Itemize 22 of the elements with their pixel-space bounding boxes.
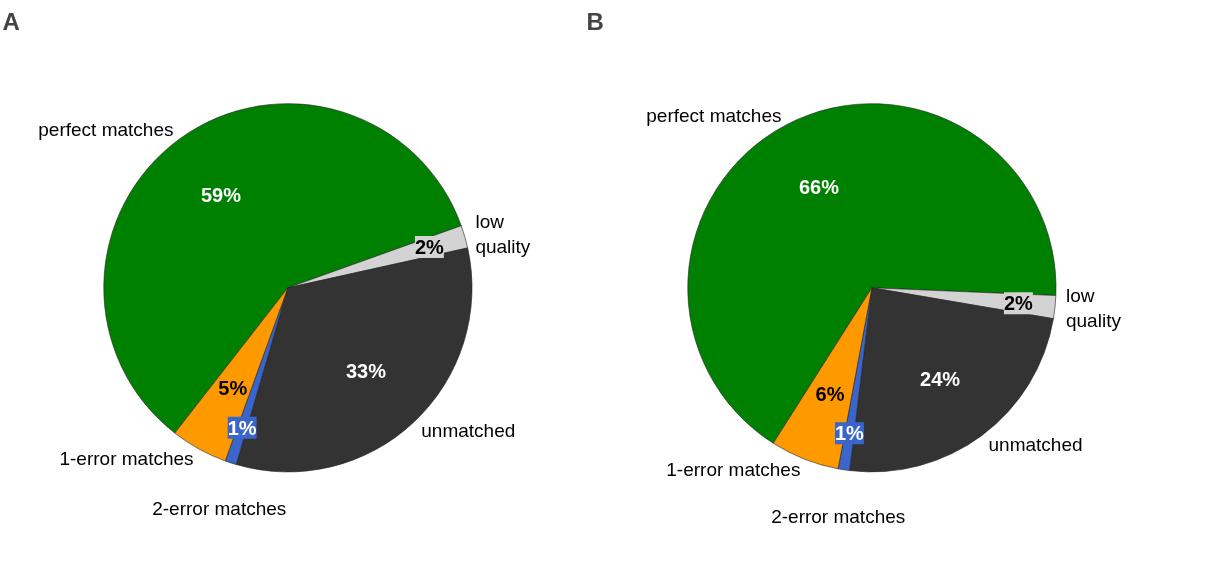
data-label: 2%	[1003, 292, 1034, 315]
data-label: 1%	[835, 422, 865, 445]
slice-label: 1-error matches	[666, 458, 801, 480]
legend-label: low quality	[1065, 285, 1122, 332]
slice-label: perfect matches	[38, 119, 174, 141]
slice-label: perfect matches	[646, 104, 782, 126]
slice-label: 2-error matches	[771, 505, 906, 527]
chart-title: B	[586, 7, 604, 35]
data-label: 6%	[815, 382, 845, 405]
slice-label: unmatched	[421, 419, 516, 441]
legend-label: low quality	[475, 210, 531, 257]
slice-label: unmatched	[988, 433, 1083, 455]
data-label: 24%	[920, 368, 961, 391]
data-label: 66%	[798, 175, 840, 198]
data-label: 5%	[218, 376, 248, 399]
data-label: 33%	[345, 360, 387, 383]
data-label: 2%	[414, 236, 445, 258]
slice-label: 1-error matches	[59, 447, 194, 469]
data-label: 59%	[200, 184, 242, 207]
slice-label: 2-error matches	[152, 497, 287, 519]
chart-title: A	[2, 7, 20, 35]
data-label: 1%	[227, 416, 257, 439]
